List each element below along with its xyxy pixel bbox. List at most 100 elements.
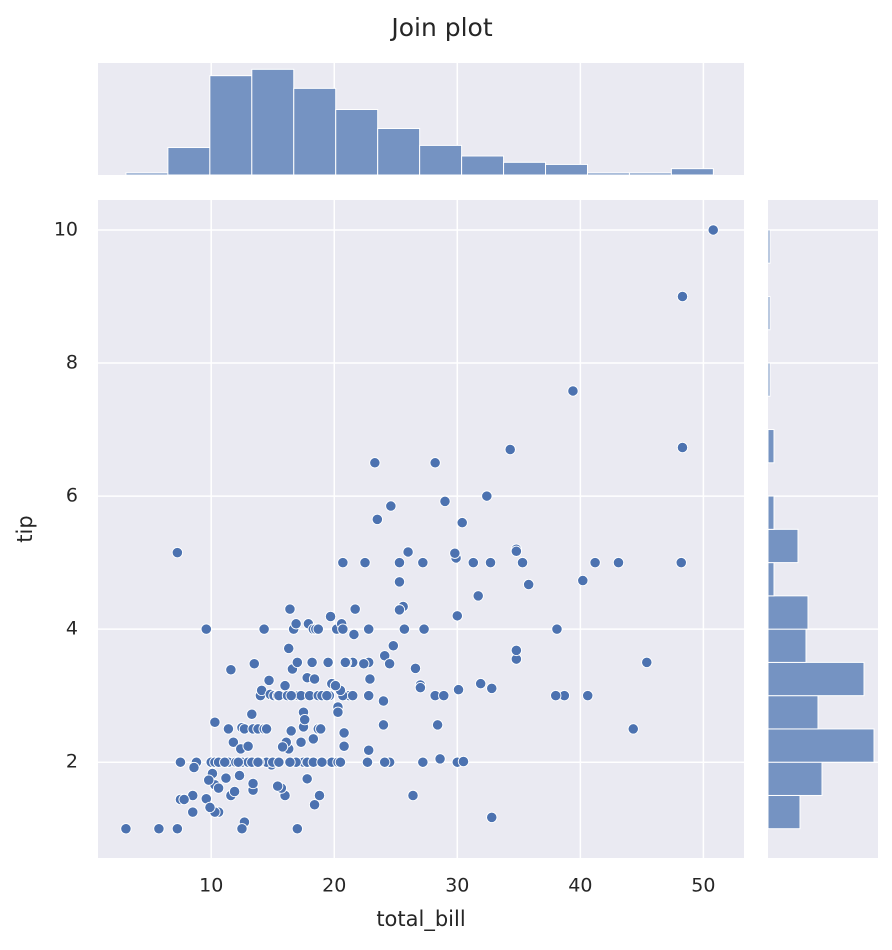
- scatter-point: [363, 744, 375, 756]
- scatter-point: [324, 610, 337, 623]
- scatter-point: [484, 556, 497, 569]
- scatter-point: [279, 680, 291, 692]
- scatter-point: [285, 690, 297, 702]
- histogram-bar: [545, 163, 588, 176]
- scatter-point: [510, 545, 523, 557]
- scatter-point: [322, 656, 334, 669]
- scatter-point: [676, 441, 689, 454]
- scatter-point: [120, 823, 132, 835]
- scatter-point: [407, 789, 419, 802]
- x-tick-label: 30: [445, 875, 469, 897]
- scatter-point: [434, 753, 446, 765]
- scatter-point: [379, 756, 391, 768]
- histogram-bar: [767, 495, 775, 530]
- scatter-point: [409, 662, 422, 675]
- scatter-point: [171, 546, 184, 559]
- histogram-bar: [209, 75, 253, 176]
- scatter-point: [301, 773, 313, 785]
- scatter-point: [371, 513, 383, 526]
- scatter-point: [451, 610, 463, 622]
- scatter-point: [334, 756, 347, 768]
- scatter-point: [393, 576, 406, 588]
- scatter-point: [387, 640, 399, 652]
- scatter-point: [321, 690, 333, 702]
- y-tick-label: 2: [66, 751, 78, 773]
- histogram-bar: [767, 695, 819, 730]
- scatter-point: [385, 500, 397, 512]
- scatter-point: [523, 578, 535, 591]
- histogram-bar: [767, 562, 775, 597]
- scatter-point: [504, 443, 516, 456]
- scatter-point: [457, 755, 470, 768]
- scatter-point: [449, 547, 461, 559]
- scatter-point: [338, 727, 350, 739]
- scatter-point: [567, 385, 579, 397]
- histogram-bar: [767, 429, 775, 464]
- scatter-point: [467, 556, 479, 569]
- scatter-point: [212, 782, 225, 794]
- histogram-bar: [251, 68, 295, 176]
- scatter-point: [290, 618, 302, 630]
- scatter-point: [307, 733, 319, 745]
- scatter-point: [308, 799, 321, 811]
- scatter-point: [417, 556, 429, 569]
- histogram-bar: [419, 144, 463, 176]
- scatter-point: [417, 756, 429, 768]
- plot-background: [98, 200, 744, 858]
- scatter-point: [228, 785, 241, 798]
- scatter-point: [337, 556, 349, 569]
- histogram-bar: [767, 728, 875, 763]
- scatter-point: [200, 623, 212, 635]
- scatter-point: [260, 723, 273, 735]
- x-tick-label: 50: [691, 875, 715, 897]
- scatter-point: [347, 690, 359, 702]
- scatter-point: [627, 723, 639, 735]
- histogram-bar: [767, 595, 809, 630]
- histogram-bar: [628, 172, 672, 176]
- scatter-point: [379, 650, 391, 662]
- scatter-point: [377, 695, 390, 707]
- scatter-point: [641, 656, 653, 669]
- scatter-point: [361, 756, 374, 768]
- scatter-point: [315, 723, 327, 735]
- histogram-bar: [461, 155, 505, 176]
- histogram-bar: [586, 172, 630, 176]
- scatter-point: [481, 490, 493, 502]
- scatter-point: [203, 774, 215, 786]
- scatter-point: [456, 517, 468, 529]
- histogram-bar: [767, 794, 801, 830]
- scatter-point: [299, 713, 311, 726]
- scatter-point: [349, 603, 361, 615]
- scatter-point: [393, 556, 406, 569]
- histogram-bar: [767, 295, 771, 331]
- scatter-point: [312, 623, 324, 635]
- chart-title: Join plot: [389, 13, 493, 42]
- scatter-point: [174, 756, 187, 768]
- y-tick-label: 10: [54, 218, 78, 240]
- y-tick-label: 6: [66, 485, 78, 507]
- scatter-point: [252, 756, 264, 768]
- scatter-point: [438, 690, 450, 702]
- histogram-bar: [767, 528, 799, 564]
- scatter-point: [707, 224, 719, 236]
- histogram-bar: [767, 362, 771, 397]
- scatter-point: [486, 682, 498, 694]
- scatter-point: [171, 823, 184, 835]
- scatter-point: [248, 658, 260, 670]
- scatter-point: [283, 642, 295, 655]
- scatter-point: [276, 741, 289, 753]
- x-tick-label: 20: [322, 875, 346, 897]
- scatter-point: [284, 756, 296, 768]
- scatter-point: [332, 706, 344, 718]
- scatter-point: [233, 769, 246, 782]
- scatter-point: [316, 756, 328, 768]
- scatter-point: [220, 772, 232, 784]
- scatter-point: [187, 806, 199, 818]
- scatter-point: [263, 674, 275, 687]
- histogram-bar: [293, 87, 337, 176]
- x-tick-label: 10: [199, 875, 223, 897]
- scatter-point: [359, 556, 371, 569]
- scatter-point: [338, 740, 350, 752]
- scatter-point: [306, 656, 318, 669]
- y-axis-label: tip: [13, 515, 37, 542]
